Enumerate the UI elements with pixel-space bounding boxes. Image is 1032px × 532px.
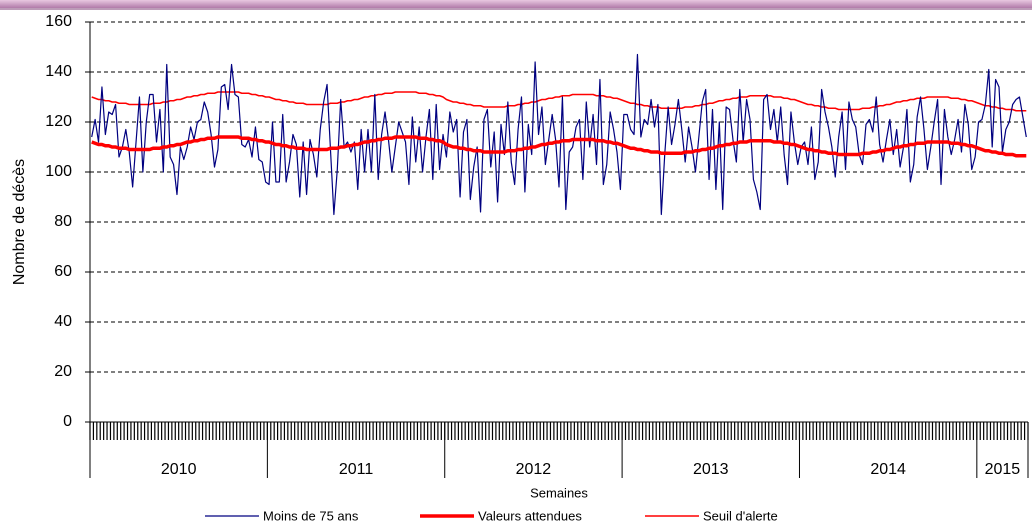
group-label: 2010 (161, 461, 197, 478)
legend-label: Valeurs attendues (478, 508, 582, 523)
y-tick-label: 100 (45, 163, 72, 180)
x-tick-marks (89, 422, 1029, 440)
series-line (91, 91, 1027, 112)
series-line (91, 53, 1027, 216)
y-tick-label: 20 (54, 363, 72, 380)
group-label: 2015 (985, 461, 1021, 478)
top-band (0, 0, 1032, 8)
series-line (91, 135, 1027, 158)
y-tick-label: 120 (45, 113, 72, 130)
group-label: 2014 (870, 461, 906, 478)
legend-label: Moins de 75 ans (263, 508, 359, 523)
x-axis-label: Semaines (530, 485, 588, 500)
y-tick-label: 60 (54, 263, 72, 280)
y-tick-label: 160 (45, 13, 72, 30)
y-tick-label: 40 (54, 313, 72, 330)
y-axis-label: Nombre de décès (11, 159, 28, 285)
y-tick-label: 80 (54, 213, 72, 230)
y-tick-label: 0 (63, 413, 72, 430)
group-label: 2011 (339, 461, 374, 478)
legend-label: Seuil d'alerte (703, 508, 778, 523)
group-label: 2012 (516, 461, 552, 478)
y-tick-label: 140 (45, 63, 72, 80)
group-label: 2013 (693, 461, 729, 478)
